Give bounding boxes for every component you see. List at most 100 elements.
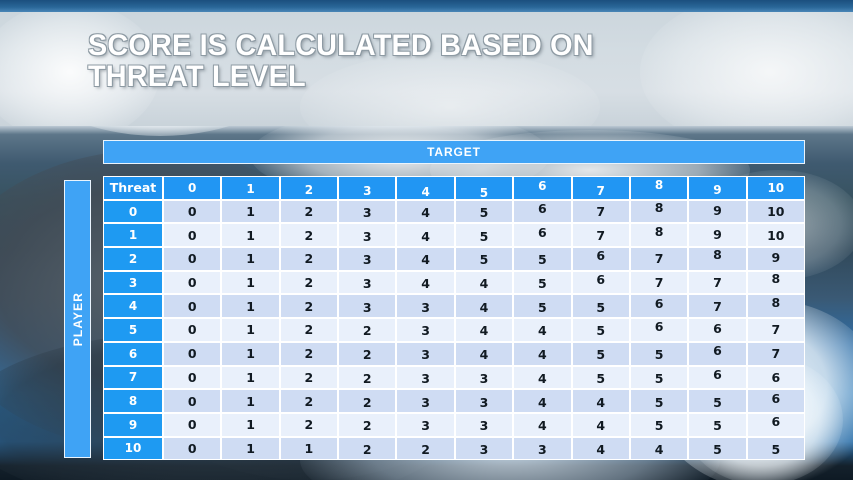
score-cell-p6-t7: 5 [571, 341, 630, 366]
score-cell-p5-t10: 7 [746, 318, 805, 342]
score-cell-p0-t5: 5 [454, 199, 514, 224]
score-cell-p5-t4: 3 [396, 318, 455, 342]
header-cell-target-5: 5 [454, 176, 514, 200]
table-head: Threat 0 1 2 3 4 5 6 7 8 9 10 [103, 176, 805, 200]
table-row: 0 0 1 2 3 4 5 6 7 8 9 10 [103, 199, 805, 224]
row-header-player-9: 9 [103, 412, 163, 437]
score-cell-p7-t7: 5 [571, 365, 630, 390]
score-cell-p0-t7: 7 [571, 199, 630, 224]
header-cell-target-4: 4 [396, 176, 455, 200]
score-cell-p6-t9: 6 [688, 341, 747, 366]
score-cell-p0-t1: 1 [221, 199, 280, 224]
score-cell-p7-t9: 6 [688, 365, 747, 390]
score-cell-p8-t8: 5 [629, 389, 689, 413]
score-cell-p6-t8: 5 [629, 341, 689, 366]
score-cell-p10-t2: 1 [279, 436, 339, 461]
score-cell-p3-t8: 7 [629, 270, 689, 295]
score-cell-p10-t1: 1 [221, 436, 280, 461]
header-cell-target-2: 2 [279, 176, 339, 200]
score-cell-p9-t8: 5 [629, 412, 689, 437]
score-cell-p0-t2: 2 [279, 199, 339, 224]
score-cell-p7-t6: 4 [513, 365, 572, 390]
score-cell-p3-t0: 0 [163, 270, 222, 295]
score-cell-p4-t2: 2 [279, 294, 339, 319]
row-header-player-1: 1 [103, 223, 163, 248]
score-cell-p10-t4: 2 [396, 436, 455, 461]
score-cell-p1-t1: 1 [221, 223, 280, 248]
score-cell-p2-t4: 4 [396, 247, 455, 271]
score-matrix-table: Threat 0 1 2 3 4 5 6 7 8 9 10 0 0 1 2 3 4 5 6 7 8 9 10 1 0 1 2 3 4 5… [103, 176, 805, 461]
score-cell-p4-t7: 5 [571, 294, 630, 319]
score-cell-p2-t0: 0 [163, 247, 222, 271]
score-cell-p1-t2: 2 [279, 223, 339, 248]
score-cell-p4-t8: 6 [629, 294, 689, 319]
score-cell-p5-t7: 5 [571, 318, 630, 342]
page-title-line-1: SCORE IS CALCULATED BASED ON [88, 29, 594, 62]
score-cell-p5-t0: 0 [163, 318, 222, 342]
score-cell-p2-t5: 5 [454, 247, 514, 271]
header-cell-target-8: 8 [629, 176, 689, 200]
score-cell-p3-t9: 7 [688, 270, 747, 295]
score-cell-p3-t3: 3 [338, 270, 397, 295]
score-cell-p7-t8: 5 [629, 365, 689, 390]
title-cloud-right [640, 12, 853, 126]
score-cell-p6-t10: 7 [746, 341, 805, 366]
score-cell-p8-t1: 1 [221, 389, 280, 413]
score-cell-p8-t10: 6 [746, 389, 805, 413]
score-cell-p4-t0: 0 [163, 294, 222, 319]
score-cell-p4-t3: 3 [338, 294, 397, 319]
score-cell-p3-t5: 4 [454, 270, 514, 295]
score-cell-p4-t6: 5 [513, 294, 572, 319]
score-cell-p3-t4: 4 [396, 270, 455, 295]
row-header-player-4: 4 [103, 294, 163, 319]
score-cell-p0-t3: 3 [338, 199, 397, 224]
score-cell-p1-t6: 6 [513, 223, 572, 248]
score-cell-p5-t9: 6 [688, 318, 747, 342]
score-cell-p0-t8: 8 [629, 199, 689, 224]
score-cell-p9-t7: 4 [571, 412, 630, 437]
row-header-player-7: 7 [103, 365, 163, 390]
score-cell-p3-t1: 1 [221, 270, 280, 295]
score-cell-p10-t3: 2 [338, 436, 397, 461]
score-cell-p5-t3: 2 [338, 318, 397, 342]
score-cell-p9-t9: 5 [688, 412, 747, 437]
score-cell-p8-t2: 2 [279, 389, 339, 413]
score-cell-p0-t9: 9 [688, 199, 747, 224]
score-cell-p6-t3: 2 [338, 341, 397, 366]
score-cell-p9-t10: 6 [746, 412, 805, 437]
table-row: 1 0 1 2 3 4 5 6 7 8 9 10 [103, 223, 805, 248]
score-cell-p6-t2: 2 [279, 341, 339, 366]
score-cell-p8-t4: 3 [396, 389, 455, 413]
score-cell-p5-t2: 2 [279, 318, 339, 342]
score-cell-p10-t10: 5 [746, 436, 805, 461]
row-header-player-8: 8 [103, 389, 163, 413]
header-cell-target-3: 3 [338, 176, 397, 200]
page-title-line-2: THREAT LEVEL [88, 60, 306, 93]
header-cell-target-7: 7 [571, 176, 630, 200]
score-cell-p7-t2: 2 [279, 365, 339, 390]
header-cell-target-9: 9 [688, 176, 747, 200]
score-cell-p1-t9: 9 [688, 223, 747, 248]
row-header-player-10: 10 [103, 436, 163, 461]
score-cell-p10-t9: 5 [688, 436, 747, 461]
row-header-player-2: 2 [103, 247, 163, 271]
score-cell-p4-t10: 8 [746, 294, 805, 319]
header-cell-target-6: 6 [513, 176, 572, 200]
score-cell-p9-t2: 2 [279, 412, 339, 437]
score-cell-p1-t5: 5 [454, 223, 514, 248]
row-axis-label-player: PLAYER [64, 180, 91, 458]
row-header-player-6: 6 [103, 341, 163, 366]
score-cell-p10-t5: 3 [454, 436, 514, 461]
table-row: 10 0 1 1 2 2 3 3 4 4 5 5 [103, 436, 805, 461]
score-cell-p3-t6: 5 [513, 270, 572, 295]
score-cell-p9-t4: 3 [396, 412, 455, 437]
score-cell-p1-t0: 0 [163, 223, 222, 248]
title-cloud-left [0, 12, 160, 126]
score-cell-p4-t9: 7 [688, 294, 747, 319]
score-cell-p0-t0: 0 [163, 199, 222, 224]
score-cell-p3-t2: 2 [279, 270, 339, 295]
